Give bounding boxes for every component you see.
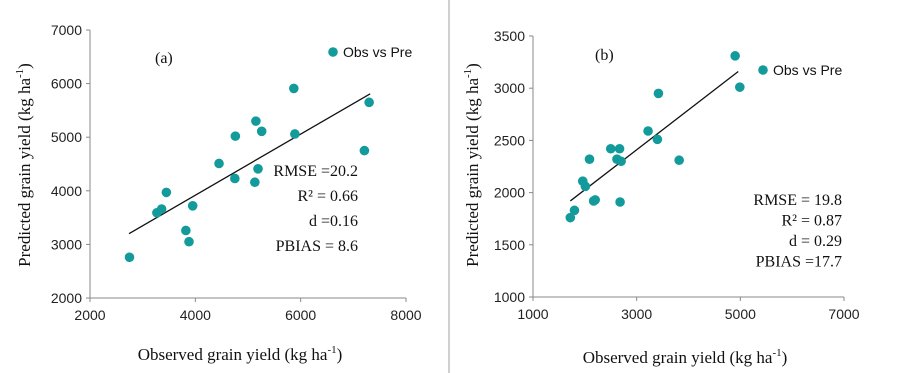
y-axis-title-sup: -1 [462, 69, 474, 78]
data-point [653, 88, 664, 99]
y-axis-title-main: Predicted grain yield (kg ha [15, 78, 34, 267]
y-tick-label: 5000 [51, 129, 82, 145]
x-tick-label: 7000 [828, 306, 859, 322]
stat-label: R² = 0.66 [298, 188, 359, 205]
stat-label: RMSE =20.2 [273, 163, 358, 180]
scatter-chart-b: 1000 1500 2000 2500 3000 3500 1000 3000 5000 7000… [462, 28, 860, 367]
x-tick-label: 1000 [517, 306, 548, 322]
data-point [187, 201, 198, 211]
data-point [359, 145, 370, 156]
y-tick-label: 4000 [51, 183, 82, 199]
data-point [674, 155, 684, 166]
data-point [289, 83, 299, 94]
legend-marker [758, 65, 768, 75]
y-tick-label: 3000 [51, 236, 82, 252]
y-tick-label: 3000 [494, 80, 525, 96]
y-axis-title-close: ) [15, 63, 34, 69]
data-point [251, 116, 261, 126]
data-point [184, 236, 194, 247]
trendline [128, 93, 371, 235]
y-tick-label: 2000 [51, 290, 82, 306]
stat-label: d =0.16 [309, 213, 358, 230]
y-axis-title-main: Predicted grain yield (kg ha [463, 78, 482, 267]
data-point [214, 158, 224, 169]
x-axis-title: Observed grain yield (kg ha-1) [583, 347, 788, 367]
data-point [615, 197, 625, 207]
x-tick-label: 2000 [74, 307, 105, 323]
chart-panel-a: 2000 3000 4000 5000 6000 7000 2000 4000 6000 8000… [0, 0, 448, 373]
panel-label-b: (b) [595, 47, 614, 64]
panel-label-a: (a) [155, 50, 173, 67]
stat-label: RMSE = 19.8 [753, 192, 842, 209]
data-point [230, 173, 240, 184]
x-axis-title-sup: -1 [327, 344, 336, 356]
y-tick-label: 6000 [51, 76, 82, 92]
x-axis-title-main: Observed grain yield (kg ha [138, 345, 328, 364]
data-point [643, 126, 653, 136]
stat-label: PBIAS = 8.6 [276, 238, 358, 255]
x-axis-title-sup: -1 [772, 347, 781, 359]
data-point [161, 187, 172, 198]
data-point [616, 156, 626, 167]
data-point [253, 164, 263, 174]
x-tick-label: 3000 [621, 306, 652, 322]
data-point [565, 212, 576, 223]
y-axis-title: Predicted grain yield (kg ha-1) [14, 63, 34, 267]
x-tick-label: 8000 [390, 307, 421, 323]
data-point [580, 181, 591, 192]
legend-label: Obs vs Pre [343, 44, 412, 60]
data-point [364, 97, 374, 108]
y-tick-label: 7000 [51, 22, 82, 38]
x-axis-title-main: Observed grain yield (kg ha [583, 348, 773, 367]
data-point [230, 131, 241, 141]
data-point [614, 143, 625, 154]
y-tick-label: 2500 [494, 132, 525, 148]
data-point [181, 225, 191, 236]
y-tick-label: 1500 [494, 237, 525, 253]
stat-label: R² = 0.87 [782, 213, 843, 230]
data-point [256, 126, 267, 137]
y-tick-label: 3500 [494, 28, 525, 44]
legend-marker [328, 47, 338, 57]
data-point [569, 205, 580, 216]
legend-label: Obs vs Pre [773, 62, 842, 78]
x-axis-title-close: ) [782, 348, 788, 367]
x-tick-label: 6000 [285, 307, 316, 323]
data-point [735, 82, 745, 92]
x-tick-label: 5000 [725, 306, 756, 322]
chart-panel-b: 1000 1500 2000 2500 3000 3500 1000 3000 5000 7000… [450, 0, 906, 373]
stat-label: d = 0.29 [789, 233, 842, 250]
stat-label: PBIAS =17.7 [756, 254, 842, 271]
y-tick-label: 1000 [494, 289, 525, 305]
y-tick-label: 2000 [494, 185, 525, 201]
y-axis-title-close: ) [463, 63, 482, 69]
data-point [605, 143, 616, 154]
x-axis-title-close: ) [337, 345, 343, 364]
data-point [590, 195, 600, 205]
y-axis-title: Predicted grain yield (kg ha-1) [462, 63, 482, 267]
data-point [124, 252, 135, 263]
y-axis-title-sup: -1 [14, 69, 26, 78]
x-tick-label: 4000 [180, 307, 211, 323]
data-point [290, 129, 300, 139]
data-point [250, 177, 260, 188]
data-point [584, 154, 595, 164]
data-point [156, 204, 167, 214]
data-point [730, 51, 740, 61]
panel-divider [448, 0, 450, 373]
data-point [652, 134, 663, 145]
scatter-chart-a: 2000 3000 4000 5000 6000 7000 2000 4000 6000 8000… [14, 22, 422, 364]
x-axis-title: Observed grain yield (kg ha-1) [138, 344, 343, 364]
